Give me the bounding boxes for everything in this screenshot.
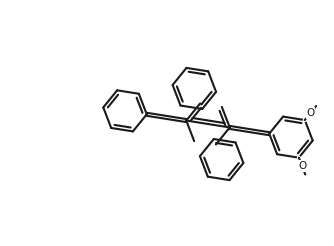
Text: O: O (306, 108, 315, 118)
Text: O: O (298, 161, 306, 171)
Text: O: O (306, 108, 314, 118)
Text: O: O (298, 161, 306, 171)
